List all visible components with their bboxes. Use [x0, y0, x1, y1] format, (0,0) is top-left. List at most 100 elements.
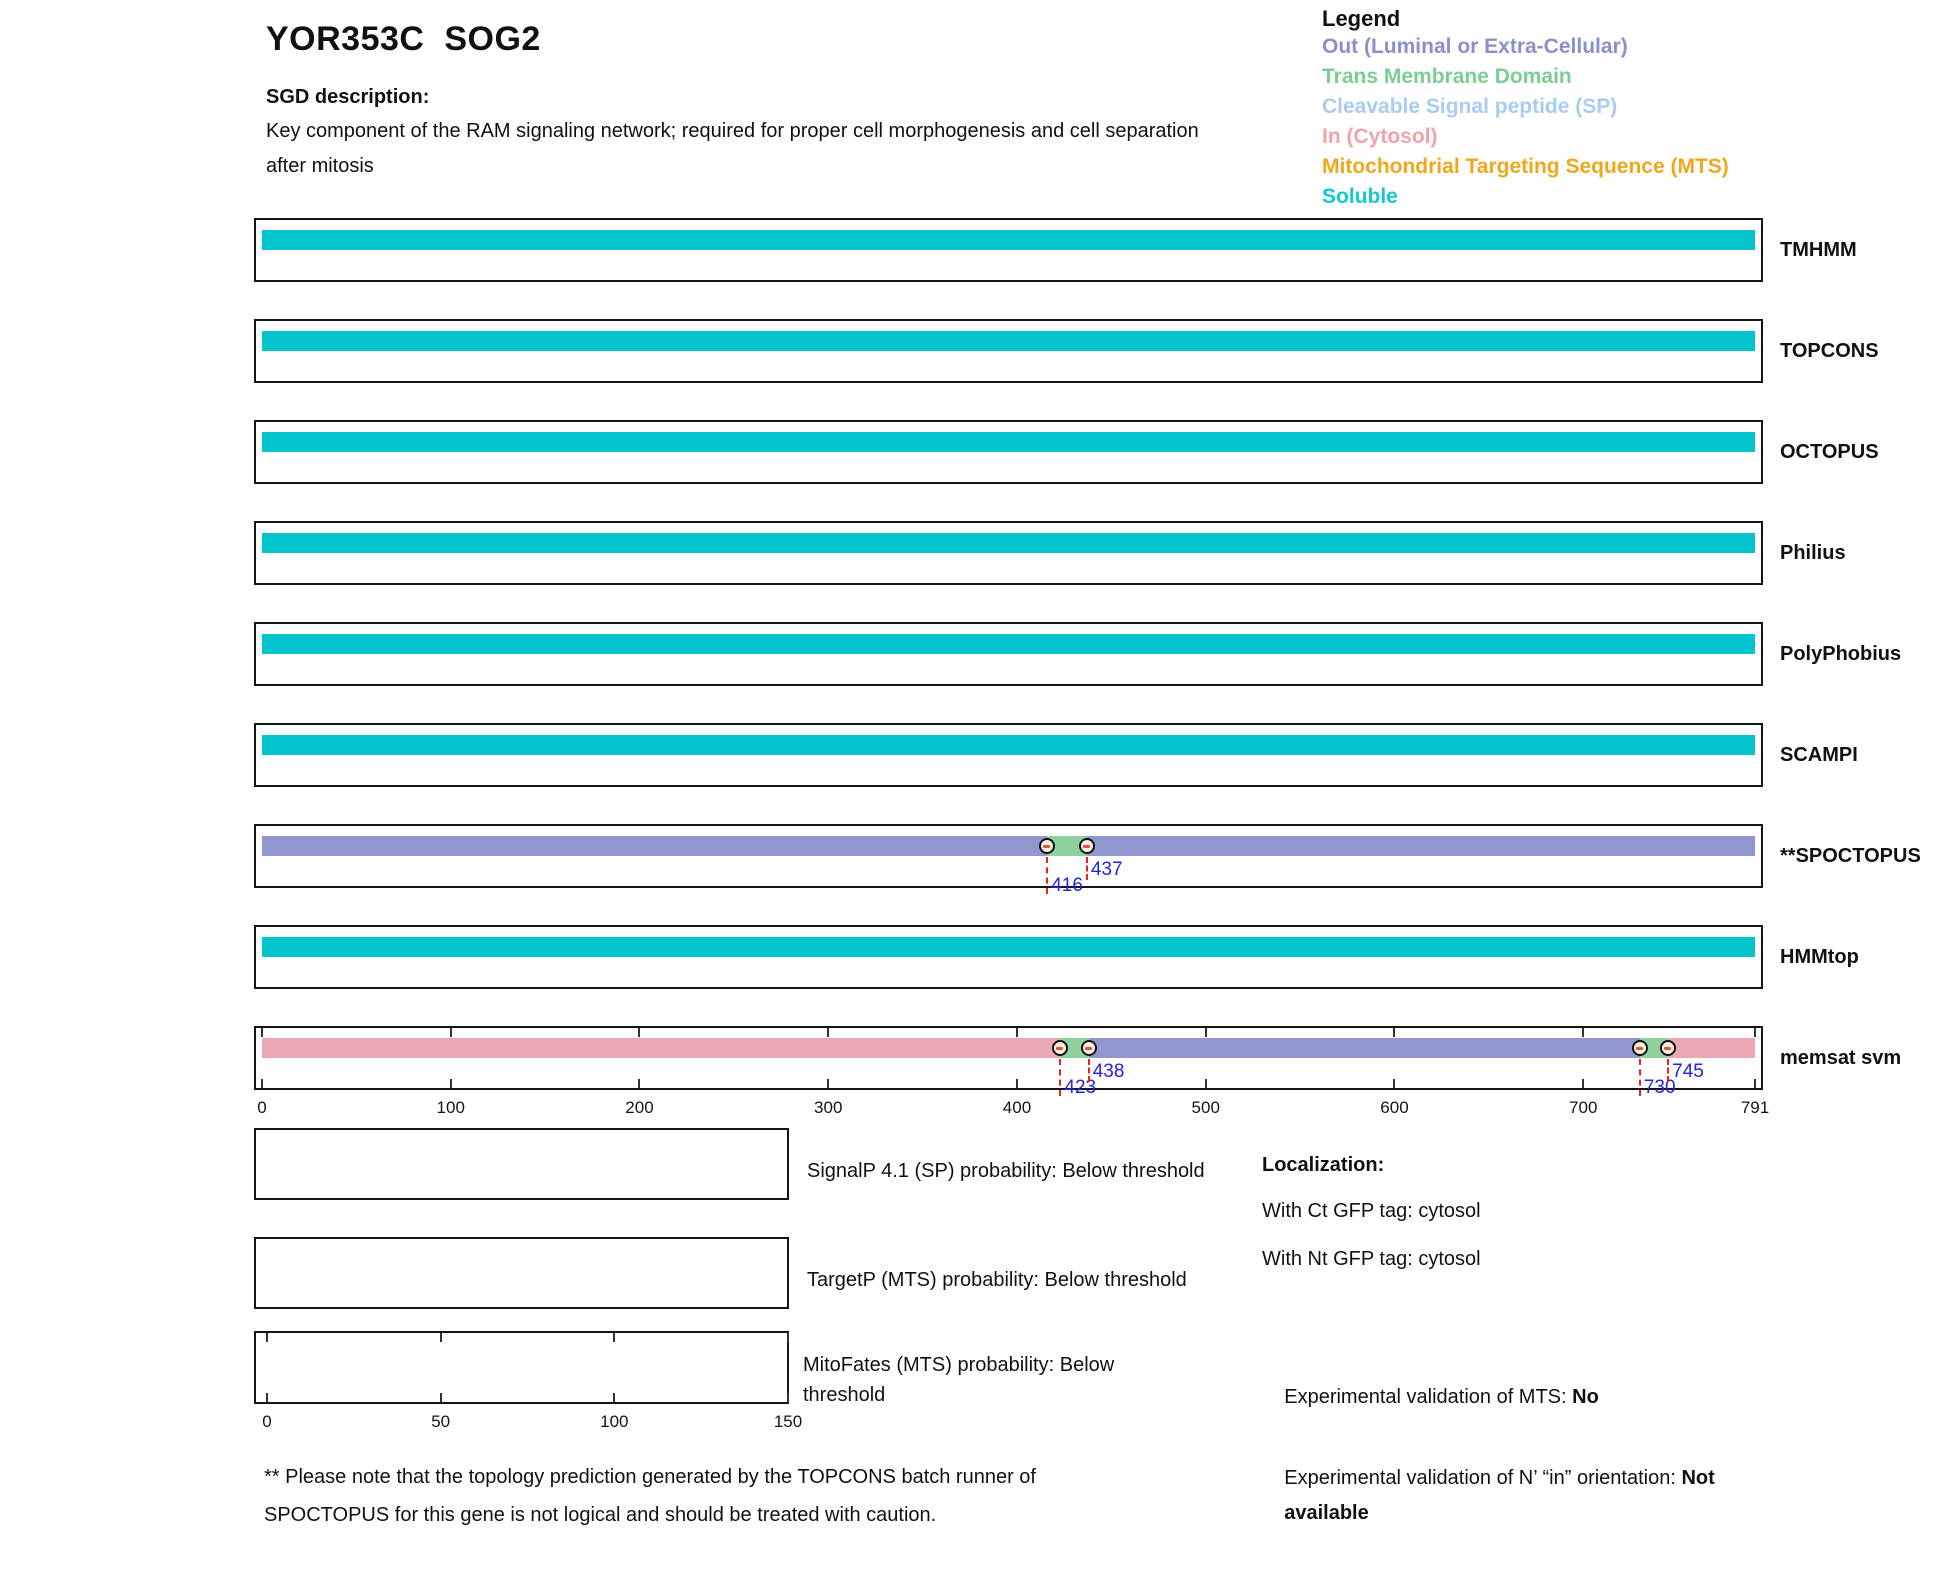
prob-axis-tick — [613, 1333, 616, 1342]
track-box — [254, 622, 1763, 686]
track-label: **SPOCTOPUS — [1780, 845, 1921, 867]
prob-axis-label: 50 — [431, 1412, 451, 1431]
track-bar-segment-soluble — [262, 533, 1755, 553]
track-bar-segment-soluble — [262, 432, 1755, 452]
legend-entry: Mitochondrial Targeting Sequence (MTS) — [1322, 155, 1729, 178]
track-box — [254, 420, 1763, 484]
track-label: memsat svm — [1780, 1047, 1902, 1069]
axis-tick-label: 700 — [1569, 1098, 1598, 1117]
track-bar-segment-soluble — [262, 331, 1755, 351]
track-label: TOPCONS — [1780, 340, 1879, 362]
track-bar-segment-in — [1668, 1038, 1755, 1058]
track-box — [254, 319, 1763, 383]
legend-entry: In (Cytosol) — [1322, 125, 1438, 148]
track-label: Philius — [1780, 542, 1846, 564]
footnote-line: SPOCTOPUS for this gene is not logical a… — [264, 1504, 937, 1526]
orientation-validation-value-1: Not — [1681, 1467, 1715, 1489]
axis-tick-label: 791 — [1740, 1098, 1770, 1117]
legend-entry: Out (Luminal or Extra-Cellular) — [1322, 35, 1628, 58]
footnote-line: ** Please note that the topology predict… — [264, 1466, 1036, 1488]
probability-plot-box — [254, 1237, 789, 1309]
legend: Legend Out (Luminal or Extra-Cellular) Tr… — [1322, 6, 1729, 212]
localization-gfp-line: With Ct GFP tag: cytosol — [1262, 1200, 1481, 1222]
track-box — [254, 925, 1763, 989]
sequence-axis-tick — [638, 1079, 641, 1088]
probability-plot-label: MitoFates (MTS) probability: Below thresh… — [803, 1350, 1114, 1410]
orientation-validation-line-1: Experimental validation of N’ “in” orien… — [1262, 1444, 1715, 1513]
tm-boundary-dropline — [1059, 1059, 1062, 1096]
prob-axis-tick — [439, 1393, 442, 1402]
tm-boundary-circle-dash — [1056, 1047, 1064, 1050]
sequence-axis-tick — [261, 1028, 263, 1037]
track-label: PolyPhobius — [1780, 643, 1902, 665]
legend-title: Legend — [1322, 6, 1401, 31]
tm-boundary-circle-dash — [1635, 1047, 1643, 1050]
prob-axis-tick — [439, 1333, 442, 1342]
tm-boundary-dropline — [1046, 857, 1049, 894]
track-bar-segment-soluble — [262, 937, 1755, 957]
track-label: OCTOPUS — [1780, 441, 1879, 463]
mts-validation-value: No — [1572, 1386, 1599, 1408]
prob-axis-tick — [613, 1393, 616, 1402]
sequence-axis-tick — [1582, 1079, 1585, 1088]
mts-validation-prefix: Experimental validation of MTS: — [1284, 1386, 1573, 1408]
track-box — [254, 723, 1763, 787]
track-box — [254, 521, 1763, 585]
track-box — [254, 218, 1763, 282]
axis-tick-label: 400 — [1002, 1098, 1032, 1117]
probability-plot-label-line: TargetP (MTS) probability: Below thresho… — [807, 1269, 1187, 1291]
track-bar-segment-soluble — [262, 735, 1755, 755]
sequence-axis-tick — [1204, 1028, 1207, 1037]
legend-entries: Out (Luminal or Extra-Cellular) Trans Mem… — [1322, 32, 1729, 212]
axis-tick-label: 600 — [1380, 1098, 1409, 1117]
sequence-axis-tick — [827, 1079, 830, 1088]
track-bar-segment-out — [1088, 1038, 1640, 1058]
sequence-axis-tick — [1582, 1028, 1585, 1037]
track-bar-segment-out — [1086, 836, 1755, 856]
sequence-axis-tick — [1754, 1079, 1756, 1088]
sequence-axis-tick — [1204, 1079, 1207, 1088]
page-title: YOR353C SOG2 — [266, 20, 541, 58]
legend-entry: Soluble — [1322, 185, 1398, 208]
tm-boundary-label: 423 — [1064, 1077, 1097, 1098]
tm-boundary-circle-dash — [1082, 845, 1090, 848]
legend-entry: Cleavable Signal peptide (SP) — [1322, 95, 1618, 118]
track-label: TMHMM — [1780, 239, 1857, 261]
prob-axis-label: 100 — [600, 1412, 629, 1431]
axis-tick-label: 0 — [257, 1098, 267, 1117]
sequence-axis-tick — [261, 1079, 263, 1088]
localization-title: Localization: — [1262, 1154, 1385, 1176]
probability-plot-label: SignalP 4.1 (SP) probability: Below thre… — [807, 1156, 1205, 1186]
track-box — [254, 824, 1763, 888]
probability-plot-label: TargetP (MTS) probability: Below thresho… — [807, 1265, 1187, 1295]
axis-tick-label: 300 — [814, 1098, 843, 1117]
orientation-validation-value-2: available — [1284, 1502, 1369, 1524]
prob-axis-label: 0 — [262, 1412, 272, 1431]
sgd-description-line: after mitosis — [266, 155, 374, 177]
sgd-description-label: SGD description: — [266, 86, 430, 108]
tm-boundary-dropline — [1085, 857, 1088, 880]
tm-boundary-label: 437 — [1090, 859, 1123, 880]
sgd-description: Key component of the RAM signaling netwo… — [266, 114, 1199, 184]
track-bar-segment-soluble — [262, 230, 1755, 250]
legend-entry: Trans Membrane Domain — [1322, 65, 1572, 88]
sequence-axis-tick — [449, 1028, 452, 1037]
sgd-description-line: Key component of the RAM signaling netwo… — [266, 120, 1199, 142]
track-bar-segment-tm — [1047, 836, 1087, 856]
sequence-axis-tick — [449, 1079, 452, 1088]
orientation-validation-line-2: available — [1262, 1479, 1369, 1548]
probability-plot-box — [254, 1128, 789, 1200]
prob-axis-label: 150 — [773, 1412, 803, 1431]
localization-gfp-line: With Nt GFP tag: cytosol — [1262, 1248, 1481, 1270]
probability-plot-label-line: SignalP 4.1 (SP) probability: Below thre… — [807, 1160, 1205, 1182]
axis-tick-label: 500 — [1191, 1098, 1220, 1117]
track-bar-segment-out — [262, 836, 1048, 856]
sequence-axis-tick — [1015, 1079, 1018, 1088]
track-box — [254, 1026, 1763, 1090]
track-label: HMMtop — [1780, 946, 1859, 968]
mts-validation-line: Experimental validation of MTS: No — [1262, 1363, 1599, 1432]
sequence-axis-tick — [638, 1028, 641, 1037]
probability-plot-label-line: MitoFates (MTS) probability: Below — [803, 1354, 1115, 1376]
tm-boundary-label: 438 — [1092, 1061, 1125, 1082]
